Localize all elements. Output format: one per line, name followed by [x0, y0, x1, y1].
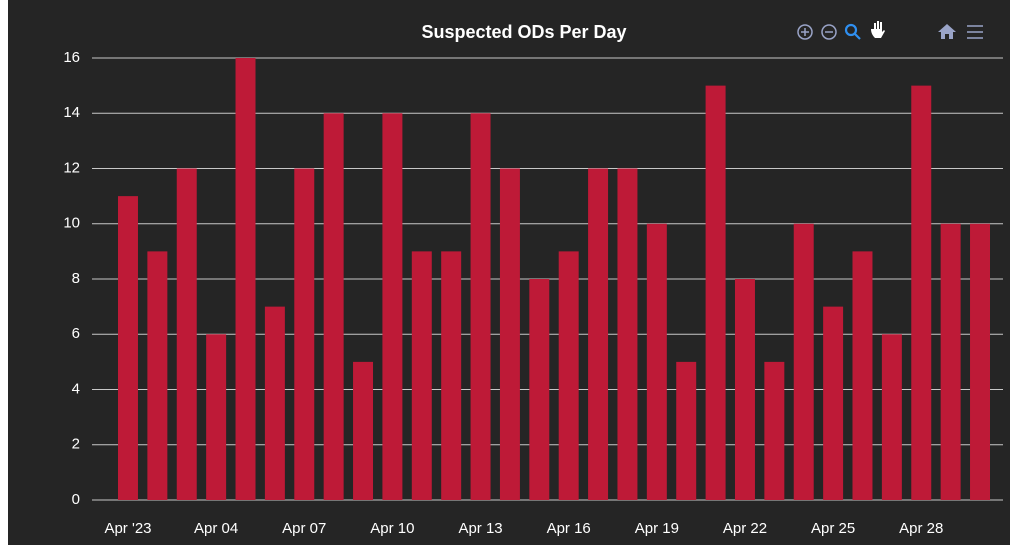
bar [176, 168, 197, 500]
bar [734, 279, 755, 500]
bar [294, 168, 315, 500]
y-tick-label: 8 [72, 270, 80, 287]
y-tick-label: 2 [72, 436, 80, 453]
y-tick-label: 6 [72, 325, 80, 342]
bar [323, 113, 344, 500]
zoom-select-button[interactable] [844, 23, 861, 40]
pan-button[interactable] [871, 21, 885, 38]
bar [118, 196, 138, 500]
x-tick-label: Apr 13 [458, 520, 502, 537]
x-tick-label: Apr 10 [370, 520, 414, 537]
bar [264, 306, 285, 500]
zoom-in-button[interactable] [797, 24, 813, 40]
bar [676, 361, 697, 500]
y-tick-label: 0 [72, 491, 80, 508]
x-tick-label: Apr 28 [899, 520, 943, 537]
bar [646, 223, 667, 500]
bar [353, 361, 374, 500]
y-tick-label: 4 [72, 380, 80, 397]
bar [764, 361, 785, 500]
x-tick-label: Apr 22 [723, 520, 767, 537]
bar [499, 168, 520, 500]
bar [411, 251, 432, 500]
bar [470, 113, 491, 500]
bar [235, 58, 256, 500]
menu-button[interactable] [967, 25, 983, 39]
bar [529, 279, 550, 500]
bar [558, 251, 579, 500]
x-tick-label: Apr 25 [811, 520, 855, 537]
bar [441, 251, 462, 500]
reset-button[interactable] [938, 24, 956, 39]
bar [147, 251, 168, 500]
bar [940, 223, 961, 500]
x-tick-label: Apr 19 [635, 520, 679, 537]
bar [588, 168, 609, 500]
chart-title: Suspected ODs Per Day [421, 22, 626, 42]
bar [881, 334, 902, 500]
x-tick-label: Apr '23 [104, 520, 151, 537]
bar [705, 85, 726, 500]
bar [206, 334, 227, 500]
y-tick-label: 10 [63, 215, 80, 232]
y-tick-label: 12 [63, 159, 80, 176]
x-tick-label: Apr 04 [194, 520, 238, 537]
x-tick-label: Apr 16 [547, 520, 591, 537]
bar [617, 168, 638, 500]
bar [382, 113, 403, 500]
y-tick-label: 14 [63, 104, 80, 121]
y-tick-label: 16 [63, 49, 80, 66]
x-tick-label: Apr 07 [282, 520, 326, 537]
bar [970, 223, 990, 500]
zoom-out-button[interactable] [821, 24, 837, 40]
bar [793, 223, 814, 500]
bar [852, 251, 873, 500]
toolbar [797, 21, 983, 40]
bar [823, 306, 844, 500]
bar [911, 85, 932, 500]
